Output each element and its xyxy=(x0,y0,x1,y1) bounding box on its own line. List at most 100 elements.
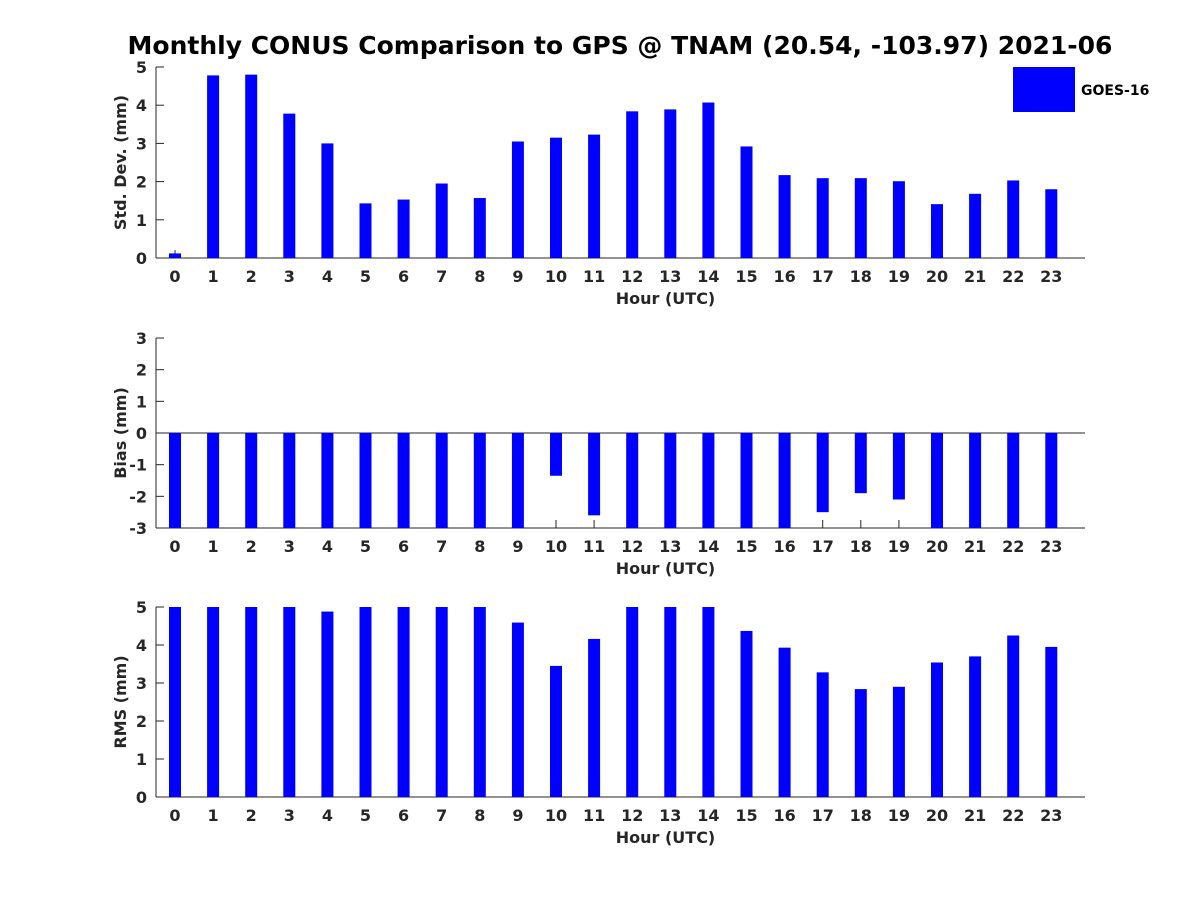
x-tick-label: 7 xyxy=(436,537,447,556)
y-tick-label: 5 xyxy=(136,598,147,617)
bar-hour-4 xyxy=(321,611,334,797)
bar-hour-8 xyxy=(473,607,486,797)
bar-hour-12 xyxy=(626,607,639,797)
y-tick-label: 1 xyxy=(136,750,147,769)
bar-hour-6 xyxy=(397,433,410,528)
y-tick-label: -2 xyxy=(129,487,147,506)
bar-hour-1 xyxy=(207,607,220,797)
x-tick-label: 1 xyxy=(208,806,219,825)
x-tick-label: 20 xyxy=(926,537,948,556)
bar-hour-17 xyxy=(816,672,829,797)
x-tick-label: 8 xyxy=(474,537,485,556)
y-tick-label: 0 xyxy=(136,424,147,443)
bar-hour-3 xyxy=(283,607,296,797)
x-tick-label: 4 xyxy=(322,267,333,286)
bar-hour-4 xyxy=(321,433,334,528)
y-tick-label: 4 xyxy=(136,636,147,655)
bar-hour-12 xyxy=(626,111,639,258)
x-tick-label: 13 xyxy=(659,267,681,286)
bar-hour-8 xyxy=(473,198,486,258)
bar-hour-23 xyxy=(1045,189,1058,258)
x-tick-label: 10 xyxy=(545,537,567,556)
bar-hour-18 xyxy=(854,433,867,494)
x-tick-label: 19 xyxy=(888,806,910,825)
x-tick-label: 23 xyxy=(1040,267,1062,286)
bar-hour-21 xyxy=(969,193,982,258)
x-tick-label: 14 xyxy=(697,267,719,286)
x-tick-label: 13 xyxy=(659,806,681,825)
y-tick-label: 2 xyxy=(136,173,147,192)
bar-hour-6 xyxy=(397,607,410,797)
y-tick-label: 2 xyxy=(136,712,147,731)
x-tick-label: 3 xyxy=(284,537,295,556)
x-axis-label: Hour (UTC) xyxy=(616,559,716,578)
x-tick-label: 2 xyxy=(246,537,257,556)
x-tick-label: 14 xyxy=(697,537,719,556)
bar-hour-9 xyxy=(511,622,524,797)
x-tick-label: 12 xyxy=(621,537,643,556)
x-tick-label: 19 xyxy=(888,537,910,556)
x-tick-label: 3 xyxy=(284,806,295,825)
bar-hour-14 xyxy=(702,102,715,258)
bar-hour-9 xyxy=(511,141,524,258)
bar-hour-12 xyxy=(626,433,639,528)
y-tick-label: 1 xyxy=(136,211,147,230)
x-tick-label: 5 xyxy=(360,537,371,556)
bar-hour-0 xyxy=(169,253,181,258)
bar-hour-0 xyxy=(169,607,181,797)
bar-hour-17 xyxy=(816,433,829,513)
y-axis-label: Bias (mm) xyxy=(111,387,130,479)
y-tick-label: 1 xyxy=(136,392,147,411)
y-tick-label: 3 xyxy=(136,674,147,693)
x-tick-label: 21 xyxy=(964,537,986,556)
bar-hour-7 xyxy=(435,433,448,528)
x-tick-label: 19 xyxy=(888,267,910,286)
bar-hour-2 xyxy=(245,607,258,797)
x-tick-label: 17 xyxy=(812,267,834,286)
x-tick-label: 0 xyxy=(169,537,180,556)
y-axis-label: Std. Dev. (mm) xyxy=(111,95,130,230)
bar-hour-0 xyxy=(169,433,181,528)
bar-hour-21 xyxy=(969,433,982,528)
bar-hour-4 xyxy=(321,143,334,258)
x-tick-label: 17 xyxy=(812,537,834,556)
bar-hour-11 xyxy=(588,638,601,797)
x-tick-label: 14 xyxy=(697,806,719,825)
x-tick-label: 10 xyxy=(545,267,567,286)
bar-hour-22 xyxy=(1007,180,1020,258)
x-tick-label: 15 xyxy=(735,806,757,825)
bar-hour-18 xyxy=(854,178,867,258)
legend-label-goes-16: GOES-16 xyxy=(1081,83,1149,99)
x-tick-label: 15 xyxy=(735,267,757,286)
x-tick-label: 15 xyxy=(735,537,757,556)
bar-hour-2 xyxy=(245,433,258,528)
x-tick-label: 1 xyxy=(208,537,219,556)
bar-hour-20 xyxy=(931,662,943,797)
x-tick-label: 9 xyxy=(512,537,523,556)
x-tick-label: 7 xyxy=(436,806,447,825)
x-tick-label: 11 xyxy=(583,267,605,286)
y-tick-label: 0 xyxy=(136,249,147,268)
y-axis-label: RMS (mm) xyxy=(111,655,130,748)
chart-title: Monthly CONUS Comparison to GPS @ TNAM (… xyxy=(128,31,1113,60)
bar-hour-10 xyxy=(550,433,562,476)
x-tick-label: 7 xyxy=(436,267,447,286)
bar-hour-11 xyxy=(588,134,601,258)
y-tick-label: -1 xyxy=(129,456,147,475)
x-tick-label: 22 xyxy=(1002,806,1024,825)
bar-hour-5 xyxy=(359,607,372,797)
bar-hour-22 xyxy=(1007,433,1020,528)
x-axis-label: Hour (UTC) xyxy=(616,828,716,847)
x-tick-label: 18 xyxy=(850,267,872,286)
bar-hour-23 xyxy=(1045,646,1058,797)
y-tick-label: -3 xyxy=(129,519,147,538)
y-tick-label: 3 xyxy=(136,134,147,153)
x-tick-label: 16 xyxy=(773,267,795,286)
x-tick-label: 11 xyxy=(583,806,605,825)
bar-hour-15 xyxy=(740,630,753,797)
x-tick-label: 22 xyxy=(1002,537,1024,556)
x-tick-label: 2 xyxy=(246,806,257,825)
bar-hour-13 xyxy=(664,433,677,528)
